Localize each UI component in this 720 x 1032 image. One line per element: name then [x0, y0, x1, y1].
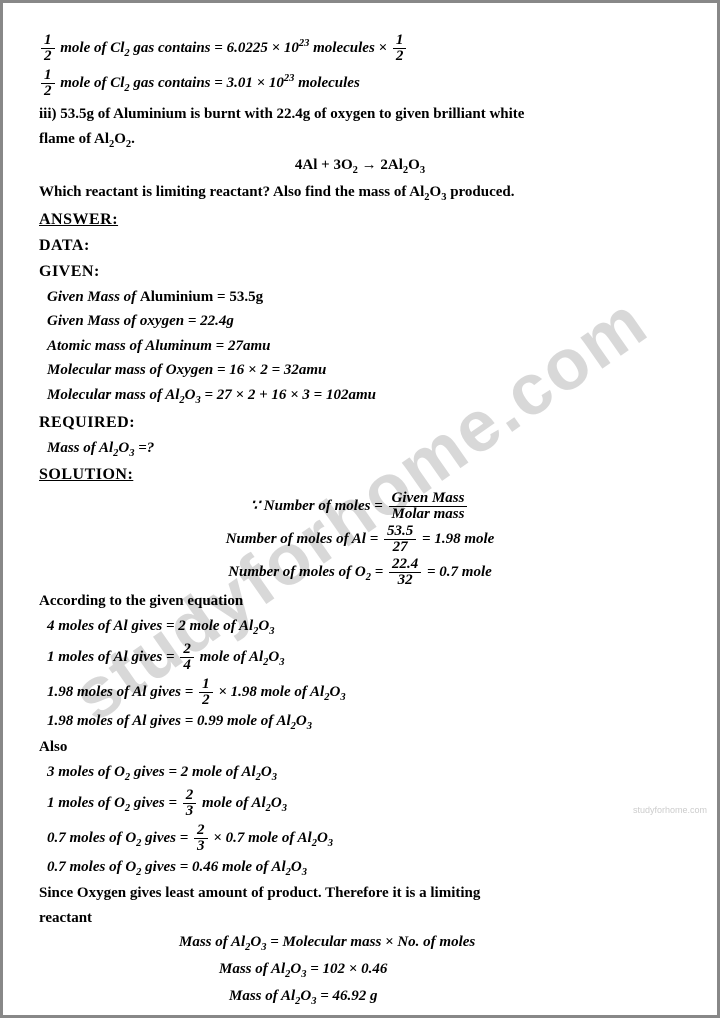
given-2: Given Mass of oxygen = 22.4g	[39, 310, 681, 333]
document-page: 12 mole of Cl2 gas contains = 6.0225 × 1…	[3, 3, 717, 1032]
equation-1: 4Al + 3O2 → 2Al2O3	[39, 154, 681, 179]
sol-2: Number of moles of Al = 53.527 = 1.98 mo…	[39, 524, 681, 555]
according-line: According to the given equation	[39, 590, 681, 613]
answer-heading: ANSWER:	[39, 208, 681, 232]
o2-1: 3 moles of O2 gives = 2 mole of Al2O3	[39, 761, 681, 786]
required-1: Mass of Al2O3 =?	[39, 437, 681, 462]
o2-3: 0.7 moles of O2 gives = 23 × 0.7 mole of…	[39, 823, 681, 854]
o2-4: 0.7 moles of O2 gives = 0.46 mole of Al2…	[39, 856, 681, 881]
conclusion-1: Since Oxygen gives least amount of produ…	[39, 882, 681, 905]
also-line: Also	[39, 736, 681, 759]
sol-3: Number of moles of O2 = 22.432 = 0.7 mol…	[39, 557, 681, 588]
question-3-line2: flame of Al2O2.	[39, 128, 681, 153]
given-3: Atomic mass of Aluminum = 27amu	[39, 335, 681, 358]
al-3: 1.98 moles of Al gives = 12 × 1.98 mole …	[39, 677, 681, 708]
given-5: Molecular mass of Al2O3 = 27 × 2 + 16 × …	[39, 384, 681, 409]
line-1: 12 mole of Cl2 gas contains = 6.0225 × 1…	[39, 33, 681, 64]
sol-1: ∵ Number of moles = Given MassMolar mass	[39, 491, 681, 522]
question-3-line1: iii) 53.5g of Aluminium is burnt with 22…	[39, 103, 681, 126]
line-2: 12 mole of Cl2 gas contains = 3.01 × 102…	[39, 68, 681, 99]
al-4: 1.98 moles of Al gives = 0.99 mole of Al…	[39, 710, 681, 735]
data-heading: DATA:	[39, 234, 681, 258]
mass-2: Mass of Al2O3 = 102 × 0.46	[39, 958, 681, 983]
required-heading: REQUIRED:	[39, 411, 681, 435]
al-1: 4 moles of Al gives = 2 mole of Al2O3	[39, 615, 681, 640]
o2-2: 1 moles of O2 gives = 23 mole of Al2O3	[39, 788, 681, 819]
al-2: 1 moles of Al gives = 24 mole of Al2O3	[39, 642, 681, 673]
mass-3: Mass of Al2O3 = 46.92 g	[39, 985, 681, 1010]
given-4: Molecular mass of Oxygen = 16 × 2 = 32am…	[39, 359, 681, 382]
solution-heading: SOLUTION:	[39, 463, 681, 487]
question-4: Which reactant is limiting reactant? Als…	[39, 181, 681, 206]
mass-1: Mass of Al2O3 = Molecular mass × No. of …	[39, 931, 681, 956]
given-1: Given Mass of Aluminium = 53.5g	[39, 286, 681, 309]
conclusion-2: reactant	[39, 907, 681, 930]
given-heading: GIVEN:	[39, 260, 681, 284]
